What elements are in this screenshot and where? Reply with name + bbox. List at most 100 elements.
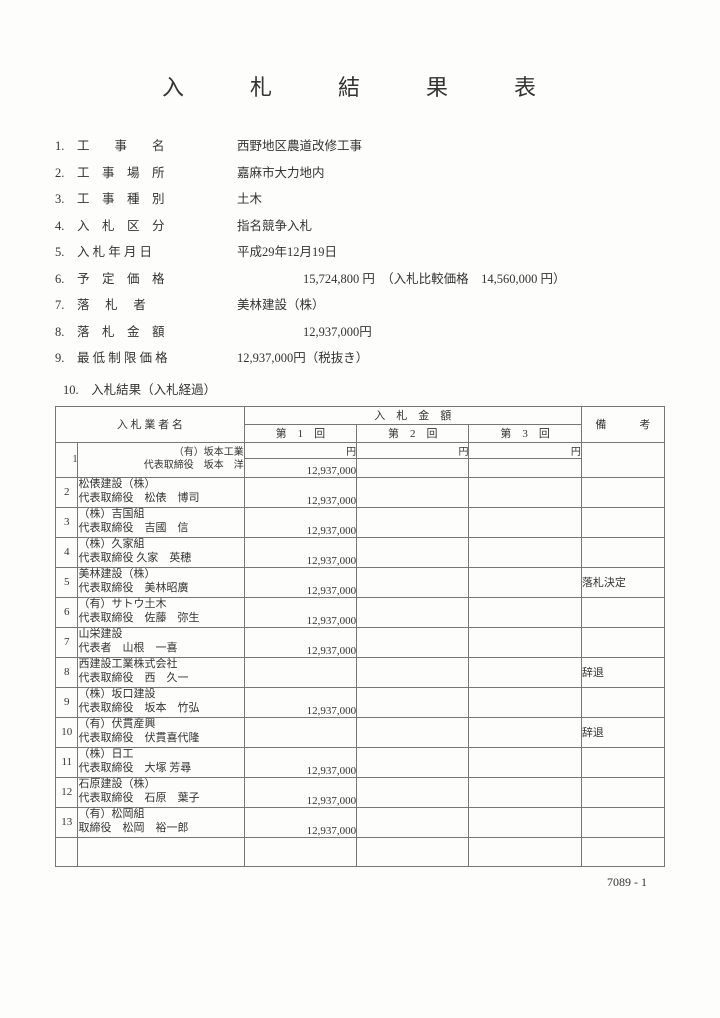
page-footer: 7089 - 1 — [55, 867, 665, 890]
bidder-name: （株）吉国組代表取締役 吉國 信 — [78, 507, 244, 537]
table-row: 9（株）坂口建設代表取締役 坂本 竹弘12,937,000 — [56, 687, 665, 717]
bidder-name: （有）坂本工業代表取締役 坂本 洋 — [78, 442, 244, 477]
amount-round-3 — [469, 657, 581, 687]
note — [581, 777, 664, 807]
amount-round-1: 12,937,000 — [244, 807, 356, 837]
meta-num: 7. — [55, 299, 77, 312]
row-no: 6 — [56, 597, 78, 627]
note: 辞退 — [581, 657, 664, 687]
amount-round-3 — [469, 477, 581, 507]
amount-round-2 — [357, 477, 469, 507]
table-row: 4（株）久家組代表取締役 久家 英穂12,937,000 — [56, 537, 665, 567]
meta-num: 5. — [55, 246, 77, 259]
meta-row: 6.予 定 価 格15,724,800 円 （入札比較価格 14,560,000… — [55, 273, 665, 286]
document-title: 入 札 結 果 表 — [55, 70, 665, 102]
row-no: 3 — [56, 507, 78, 537]
meta-value: 土木 — [237, 193, 665, 206]
table-row: 13（有）松岡組取締役 松岡 裕一郎12,937,000 — [56, 807, 665, 837]
meta-row: 7.落 札 者美林建設（株） — [55, 299, 665, 312]
meta-row: 4.入 札 区 分指名競争入札 — [55, 220, 665, 233]
bidder-name: 美林建設（株）代表取締役 美林昭廣 — [78, 567, 244, 597]
amount-round-2 — [357, 717, 469, 747]
meta-row: 2.工 事 場 所嘉麻市大力地内 — [55, 167, 665, 180]
table-row: 3（株）吉国組代表取締役 吉國 信12,937,000 — [56, 507, 665, 537]
meta-label: 落 札 金 額 — [77, 326, 237, 339]
amount-round-2 — [357, 507, 469, 537]
meta-num: 4. — [55, 220, 77, 233]
amount-round-2 — [357, 537, 469, 567]
yen-label: 円 — [244, 442, 356, 458]
row-no: 9 — [56, 687, 78, 717]
note — [581, 687, 664, 717]
table-row: 6（有）サトウ土木代表取締役 佐藤 弥生12,937,000 — [56, 597, 665, 627]
amount-round-2 — [357, 777, 469, 807]
meta-label: 入 札 区 分 — [77, 220, 237, 233]
meta-label: 工 事 名 — [77, 140, 237, 153]
amount-round-3 — [469, 747, 581, 777]
meta-value: 12,937,000円 — [237, 326, 665, 339]
yen-label: 円 — [469, 442, 581, 458]
amount-round-1 — [244, 657, 356, 687]
th-round-2: 第 2 回 — [357, 424, 469, 442]
th-note: 備 考 — [581, 406, 664, 442]
row-no: 5 — [56, 567, 78, 597]
amount-round-3 — [469, 807, 581, 837]
meta-value: 15,724,800 円 （入札比較価格 14,560,000 円） — [237, 273, 665, 286]
note: 辞退 — [581, 717, 664, 747]
row-no: 13 — [56, 807, 78, 837]
amount-round-2 — [357, 657, 469, 687]
th-round-1: 第 1 回 — [244, 424, 356, 442]
note — [581, 747, 664, 777]
meta-label: 入 札 年 月 日 — [77, 246, 237, 259]
table-row: 8西建設工業株式会社代表取締役 西 久一 辞退 — [56, 657, 665, 687]
meta-row: 8.落 札 金 額12,937,000円 — [55, 326, 665, 339]
meta-num: 6. — [55, 273, 77, 286]
meta-value: 美林建設（株） — [237, 299, 665, 312]
bidder-name: （有）松岡組取締役 松岡 裕一郎 — [78, 807, 244, 837]
row-no: 2 — [56, 477, 78, 507]
amount-round-1: 12,937,000 — [244, 507, 356, 537]
meta-num: 9. — [55, 352, 77, 365]
row-no: 8 — [56, 657, 78, 687]
amount-round-1: 12,937,000 — [244, 687, 356, 717]
bidder-name: （株）久家組代表取締役 久家 英穂 — [78, 537, 244, 567]
th-bid-amount: 入 札 金 額 — [244, 406, 581, 424]
note — [581, 627, 664, 657]
row-no: 11 — [56, 747, 78, 777]
th-round-3: 第 3 回 — [469, 424, 581, 442]
bidder-name: 松俵建設（株）代表取締役 松俵 博司 — [78, 477, 244, 507]
meta-row: 5.入 札 年 月 日平成29年12月19日 — [55, 246, 665, 259]
th-bidder-name: 入 札 業 者 名 — [56, 406, 245, 442]
meta-value: 12,937,000円（税抜き） — [237, 352, 665, 365]
table-row: 12石原建設（株）代表取締役 石原 葉子12,937,000 — [56, 777, 665, 807]
amount-round-3 — [469, 458, 581, 477]
page: 入 札 結 果 表 1.工 事 名西野地区農道改修工事2.工 事 場 所嘉麻市大… — [0, 0, 720, 1018]
row-no: 12 — [56, 777, 78, 807]
amount-round-3 — [469, 687, 581, 717]
table-row — [56, 837, 665, 866]
meta-num: 2. — [55, 167, 77, 180]
bidder-name: （有）伏貫産興代表取締役 伏貫喜代隆 — [78, 717, 244, 747]
amount-round-3 — [469, 777, 581, 807]
row-no: 4 — [56, 537, 78, 567]
meta-label: 予 定 価 格 — [77, 273, 237, 286]
meta-row: 3.工 事 種 別土木 — [55, 193, 665, 206]
bidder-name: 西建設工業株式会社代表取締役 西 久一 — [78, 657, 244, 687]
bidder-name: （株）日工代表取締役 大塚 芳尋 — [78, 747, 244, 777]
amount-round-3 — [469, 567, 581, 597]
amount-round-2 — [357, 807, 469, 837]
note: 落札決定 — [581, 567, 664, 597]
meta-value: 西野地区農道改修工事 — [237, 140, 665, 153]
meta-value: 指名競争入札 — [237, 220, 665, 233]
amount-round-2 — [357, 458, 469, 477]
table-row: 11（株）日工代表取締役 大塚 芳尋12,937,000 — [56, 747, 665, 777]
section-10-heading: 10. 入札結果（入札経過） — [63, 379, 665, 398]
note — [581, 477, 664, 507]
meta-value: 嘉麻市大力地内 — [237, 167, 665, 180]
amount-round-3 — [469, 507, 581, 537]
bidder-name: 石原建設（株）代表取締役 石原 葉子 — [78, 777, 244, 807]
meta-row: 9.最 低 制 限 価 格12,937,000円（税抜き） — [55, 352, 665, 365]
note — [581, 807, 664, 837]
bid-result-table: 入 札 業 者 名 入 札 金 額 備 考 第 1 回 第 2 回 第 3 回 … — [55, 406, 665, 867]
table-row: 5美林建設（株）代表取締役 美林昭廣12,937,000落札決定 — [56, 567, 665, 597]
